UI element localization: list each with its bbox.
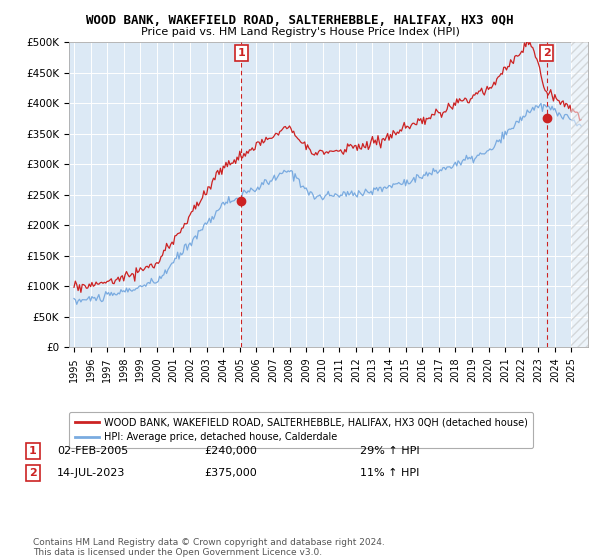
Text: 29% ↑ HPI: 29% ↑ HPI <box>360 446 419 456</box>
Text: 02-FEB-2005: 02-FEB-2005 <box>57 446 128 456</box>
Text: 2: 2 <box>29 468 37 478</box>
Text: £240,000: £240,000 <box>204 446 257 456</box>
Polygon shape <box>571 42 588 347</box>
Text: Contains HM Land Registry data © Crown copyright and database right 2024.
This d: Contains HM Land Registry data © Crown c… <box>33 538 385 557</box>
Text: Price paid vs. HM Land Registry's House Price Index (HPI): Price paid vs. HM Land Registry's House … <box>140 27 460 37</box>
Text: £375,000: £375,000 <box>204 468 257 478</box>
Text: 14-JUL-2023: 14-JUL-2023 <box>57 468 125 478</box>
Text: 11% ↑ HPI: 11% ↑ HPI <box>360 468 419 478</box>
Legend: WOOD BANK, WAKEFIELD ROAD, SALTERHEBBLE, HALIFAX, HX3 0QH (detached house), HPI:: WOOD BANK, WAKEFIELD ROAD, SALTERHEBBLE,… <box>68 412 533 448</box>
Text: WOOD BANK, WAKEFIELD ROAD, SALTERHEBBLE, HALIFAX, HX3 0QH: WOOD BANK, WAKEFIELD ROAD, SALTERHEBBLE,… <box>86 14 514 27</box>
Text: 1: 1 <box>237 48 245 58</box>
Text: 1: 1 <box>29 446 37 456</box>
Text: 2: 2 <box>542 48 550 58</box>
